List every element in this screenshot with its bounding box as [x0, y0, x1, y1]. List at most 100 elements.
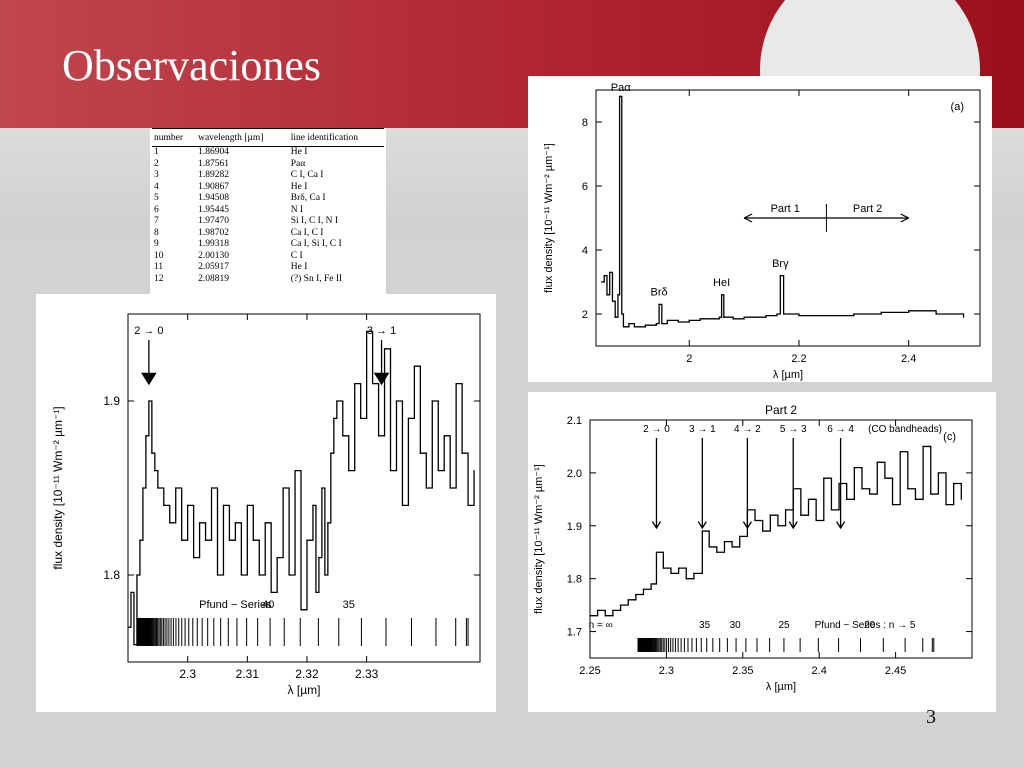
- data-point: [644, 324, 646, 326]
- data-point: [621, 313, 623, 315]
- data-point: [743, 316, 745, 318]
- data-point: [425, 487, 427, 489]
- data-point: [619, 604, 622, 606]
- x-tick-label: 2.2: [791, 353, 806, 365]
- cell-number: 10: [154, 250, 164, 261]
- data-point: [228, 539, 231, 541]
- data-point: [330, 452, 332, 454]
- data-point: [395, 400, 398, 402]
- pfund-number-label: 35: [699, 620, 711, 631]
- line-annotation: Paα: [611, 82, 631, 94]
- table-row: 9 1.99318 Ca I, Si I, C I: [152, 239, 384, 251]
- cell-line-identification: N I: [290, 204, 304, 215]
- data-point: [130, 591, 132, 593]
- y-tick-label: 8: [582, 117, 588, 129]
- arrow-right-icon: [900, 213, 909, 223]
- data-point: [635, 593, 637, 596]
- data-point: [288, 574, 290, 576]
- data-point: [127, 626, 129, 628]
- data-point: [276, 557, 278, 559]
- bandhead-label: 5 → 3: [780, 424, 807, 435]
- spectrum-chart-b: 2.3 2.31 2.32 2.33 1.8 1.9 λ [µm] flux density …: [51, 313, 481, 697]
- cell-line-identification: Brδ, Ca I: [290, 193, 326, 203]
- data-point: [830, 509, 833, 511]
- col-line-identification: line identification: [288, 128, 384, 147]
- data-point: [838, 482, 840, 485]
- data-point: [710, 318, 712, 320]
- data-point: [884, 477, 886, 479]
- data-point: [198, 522, 201, 524]
- spectrum-panel-c: 2.25 2.3 2.35 2.4 2.45 1.7 1.8 1.9 2.0 2.1 λ [µm] f…: [528, 392, 996, 712]
- data-point: [597, 609, 599, 611]
- data-point: [732, 318, 734, 320]
- pfund-number-label: 35: [343, 599, 355, 611]
- data-point: [157, 487, 159, 489]
- pfund-number-label: 30: [730, 620, 742, 631]
- data-point: [611, 300, 614, 302]
- data-point: [318, 557, 320, 559]
- cell-number: 9: [154, 239, 159, 249]
- data-point: [825, 315, 827, 317]
- data-point: [389, 470, 392, 472]
- data-point: [609, 271, 611, 273]
- data-point: [685, 578, 687, 580]
- data-point: [718, 316, 721, 318]
- data-point: [443, 435, 445, 437]
- x-axis-label: λ [µm]: [766, 681, 796, 693]
- pfund-series-label: Pfund − Series : n → 5: [815, 620, 916, 631]
- cell-wavelength: 1.97470: [198, 216, 229, 226]
- bandhead-label: 4 → 2: [734, 424, 761, 435]
- plot-frame: [127, 313, 481, 663]
- data-point: [589, 615, 591, 617]
- data-point: [908, 310, 910, 312]
- panel-label: (c): [943, 431, 956, 443]
- spectrum-chart-c: 2.25 2.3 2.35 2.4 2.45 1.7 1.8 1.9 2.0 2.1 λ [µm] f…: [533, 403, 973, 693]
- data-point: [151, 452, 153, 454]
- data-point: [133, 644, 135, 646]
- x-axis-label: λ [µm]: [288, 683, 321, 697]
- data-point: [600, 281, 603, 283]
- data-point: [723, 316, 725, 318]
- table-row: 7 1.97470 Si I, C I, N I: [152, 216, 384, 228]
- data-point: [327, 522, 329, 524]
- y-tick-label: 1.9: [567, 521, 582, 533]
- data-point: [366, 330, 368, 332]
- data-point: [784, 509, 787, 511]
- cell-number: 12: [154, 273, 164, 284]
- bandhead-label: 2 → 0: [134, 325, 163, 337]
- data-point: [187, 504, 189, 506]
- cell-number: 5: [154, 193, 159, 203]
- data-point: [937, 472, 939, 474]
- bandhead-label: 3 → 1: [367, 325, 396, 337]
- data-point: [678, 567, 680, 569]
- data-point: [721, 294, 723, 296]
- data-point: [869, 493, 871, 495]
- arrow-down-icon: [374, 372, 390, 386]
- data-point: [148, 400, 150, 402]
- y-axis-label: flux density [10⁻¹¹ Wm⁻² µm⁻¹]: [51, 406, 65, 569]
- x-tick-label: 2.35: [732, 665, 753, 677]
- data-point: [360, 417, 362, 419]
- data-point: [807, 498, 810, 500]
- data-point: [348, 470, 350, 472]
- data-point: [754, 316, 756, 318]
- x-tick-label: 2.45: [885, 665, 906, 677]
- pfund-number-label: 20: [864, 620, 876, 631]
- table-row: 3 1.89282 C I, Ca I: [152, 170, 384, 182]
- data-point: [270, 591, 272, 593]
- cell-number: 11: [154, 262, 164, 272]
- cell-wavelength: 2.00130: [198, 250, 229, 261]
- data-point: [776, 313, 778, 315]
- line-annotation: Brδ: [651, 287, 668, 299]
- table-row: 1 1.86904 He I: [152, 147, 384, 159]
- spectrum-series: [128, 330, 475, 646]
- x-tick-label: 2.3: [179, 667, 196, 681]
- y-axis-label: flux density [10⁻¹¹ Wm⁻² µm⁻¹]: [543, 143, 555, 293]
- col-wavelength: wavelength [µm]: [196, 128, 289, 147]
- cell-wavelength: 1.90867: [198, 181, 229, 192]
- data-point: [677, 321, 679, 323]
- data-point: [723, 541, 726, 543]
- data-point: [336, 400, 338, 402]
- data-point: [620, 95, 622, 97]
- data-point: [342, 435, 344, 437]
